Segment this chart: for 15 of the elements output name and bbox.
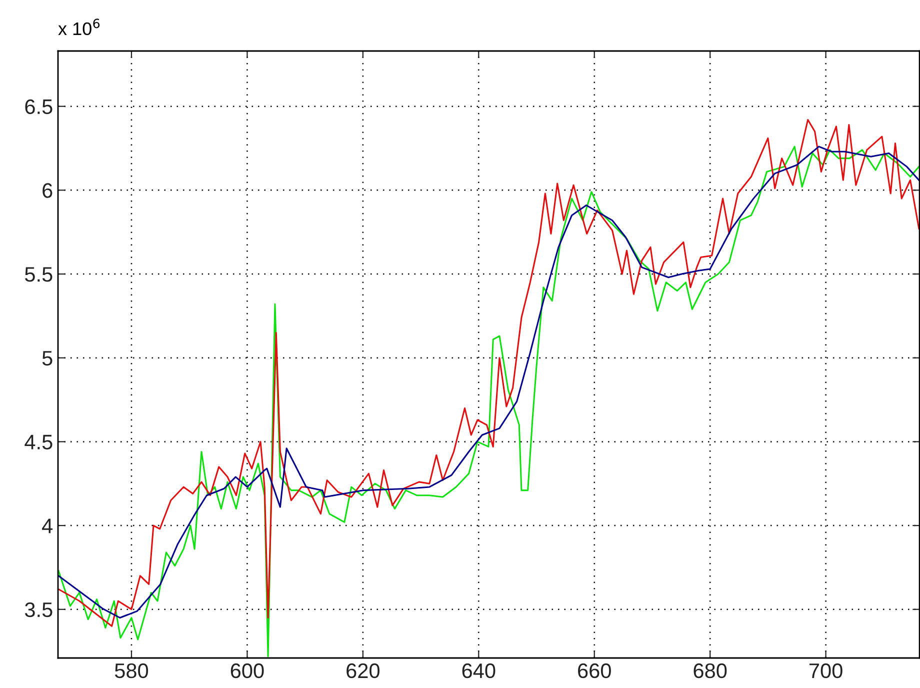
x-tick-label: 640 xyxy=(462,663,496,678)
x-tick-label: 580 xyxy=(114,663,148,678)
x-tick-label: 660 xyxy=(578,663,611,678)
text: x 10$^{6}$ xyxy=(58,18,100,36)
x-tick-label: 620 xyxy=(346,663,380,678)
y-tick-label: 6 xyxy=(42,183,52,198)
y-tick-label: 6.5 xyxy=(25,99,52,114)
y-tick-label: 3.5 xyxy=(24,602,52,618)
y-tick-label: 5.5 xyxy=(25,267,52,282)
x-tick-label: 600 xyxy=(230,663,264,678)
y-tick-label: 4.5 xyxy=(24,434,52,450)
y-tick-label: 5 xyxy=(42,351,52,366)
y-tick-label: 4 xyxy=(42,518,53,534)
x-tick-label: 700 xyxy=(809,663,842,678)
x-tick-label: 680 xyxy=(694,663,727,678)
